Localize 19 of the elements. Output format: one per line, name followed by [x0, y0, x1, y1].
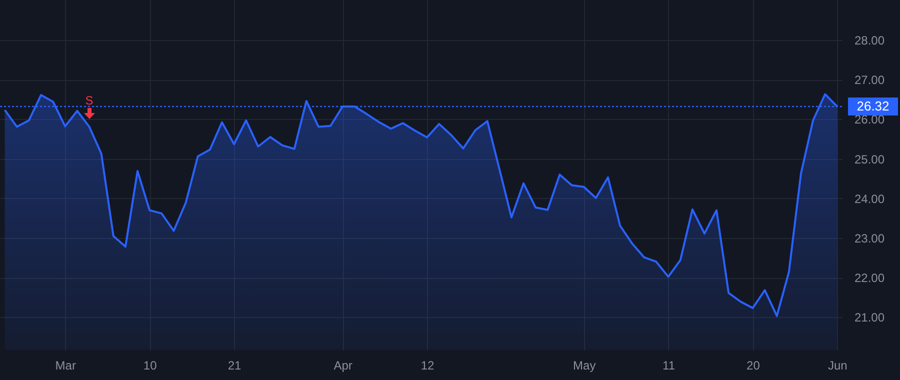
annotation: S: [85, 93, 94, 108]
y-tick-label: 26.00: [854, 112, 885, 127]
x-tick-label: 10: [143, 358, 158, 372]
y-tick-label: 21.00: [854, 310, 885, 325]
y-tick-label: 23.00: [854, 231, 885, 246]
x-tick-label: 21: [228, 358, 242, 372]
y-tick-label: 24.00: [854, 192, 885, 206]
x-tick-label: 20: [746, 358, 760, 372]
x-tick-label: May: [573, 358, 596, 372]
x-tick-label: Apr: [334, 358, 352, 372]
ref-line-label: 26.32: [856, 98, 890, 114]
x-tick-label: 11: [662, 358, 676, 372]
y-tick-label: 25.00: [854, 152, 885, 166]
y-tick-label: 28.00: [854, 33, 885, 48]
y-tick-label: 22.00: [854, 271, 885, 286]
x-tick-label: Mar: [55, 358, 76, 372]
x-tick-label: 12: [420, 358, 435, 372]
y-tick-label: 27.00: [854, 73, 885, 88]
x-tick-label: Jun: [828, 358, 848, 372]
